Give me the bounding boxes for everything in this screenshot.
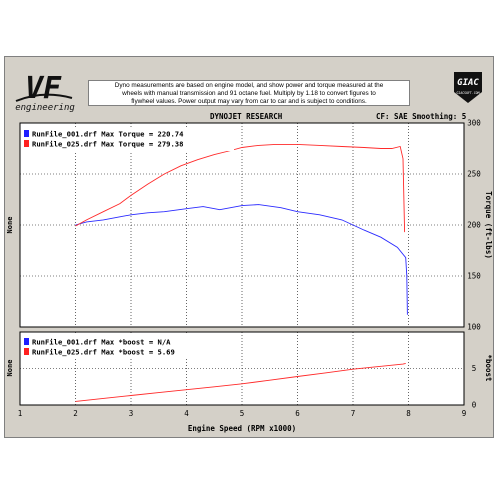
x-tick-label-3: 3 [129, 409, 134, 418]
torque-y-axis-label: Torque (ft-lbs) [484, 191, 493, 259]
y-tick-label-5: 5 [472, 364, 477, 373]
x-tick-label-4: 4 [184, 409, 189, 418]
disclaimer-line-1: Dyno measurements are based on engine mo… [114, 82, 384, 89]
y-tick-label-0: 0 [472, 401, 477, 410]
legend-swatch-run025 [24, 140, 29, 147]
boost-y-ticks: 05 [472, 364, 477, 410]
y-tick-label-100: 100 [467, 323, 481, 332]
torque-legend: RunFile_001.drf Max Torque = 220.74 RunF… [24, 130, 183, 149]
legend-run025-boost: RunFile_025.drf Max *boost = 5.69 [32, 348, 175, 357]
boost-legend: RunFile_001.drf Max *boost = N/A RunFile… [24, 338, 175, 357]
series-line-1-0 [75, 362, 406, 402]
series-line-0-1 [75, 143, 406, 233]
x-tick-label-2: 2 [73, 409, 78, 418]
disclaimer-note: Dyno measurements are based on engine mo… [88, 80, 410, 106]
torque-y-ticks: 100 150 200 250 300 [467, 119, 481, 332]
legend-run001-torque: RunFile_001.drf Max Torque = 220.74 [32, 130, 183, 139]
x-tick-label-1: 1 [18, 409, 23, 418]
giac-subtext: GIACSOFT.COM [456, 91, 479, 95]
y-tick-label-250: 250 [467, 170, 481, 179]
x-axis-label: Engine Speed (RPM x1000) [188, 424, 296, 433]
disclaimer-line-3: flywheel values. Power output may vary f… [131, 97, 367, 105]
vf-engineering-logo: VF engineering [10, 68, 76, 114]
legend-swatch-boost-run025 [24, 348, 29, 355]
boost-left-label: None [6, 360, 14, 377]
y-tick-label-200: 200 [467, 221, 481, 230]
legend-run001-boost: RunFile_001.drf Max *boost = N/A [32, 338, 171, 347]
dyno-settings: CF: SAE Smoothing: 5 [376, 112, 467, 121]
boost-legend-bg [24, 335, 224, 359]
y-tick-label-300: 300 [467, 119, 481, 128]
boost-y-axis-label: *boost [484, 354, 493, 381]
boost-grid [20, 332, 464, 405]
x-tick-label-5: 5 [240, 409, 245, 418]
legend-run025-torque: RunFile_025.drf Max Torque = 279.38 [32, 140, 183, 149]
logo-engineering-text: engineering [15, 103, 75, 113]
torque-legend-bg [24, 127, 234, 151]
x-tick-label-6: 6 [295, 409, 300, 418]
series-line-0-0 [75, 204, 408, 315]
logo-vf-text: VF [25, 71, 62, 106]
giac-logo: GIAC GIACSOFT.COM [454, 72, 482, 103]
x-axis-ticks: 1 2 3 4 5 6 7 8 9 [18, 409, 467, 418]
boost-series-group [75, 362, 406, 402]
torque-series-group [75, 143, 408, 315]
dyno-title: DYNOJET RESEARCH [210, 112, 283, 121]
torque-left-label: None [6, 217, 14, 234]
legend-swatch-boost-run001 [24, 338, 29, 345]
legend-swatch-run001 [24, 130, 29, 137]
giac-text: GIAC [457, 78, 479, 88]
x-tick-label-8: 8 [406, 409, 411, 418]
x-tick-label-7: 7 [351, 409, 356, 418]
disclaimer-line-2: wheels with manual transmission and 91 o… [122, 89, 376, 97]
x-tick-label-9: 9 [462, 409, 467, 418]
y-tick-label-150: 150 [467, 272, 481, 281]
